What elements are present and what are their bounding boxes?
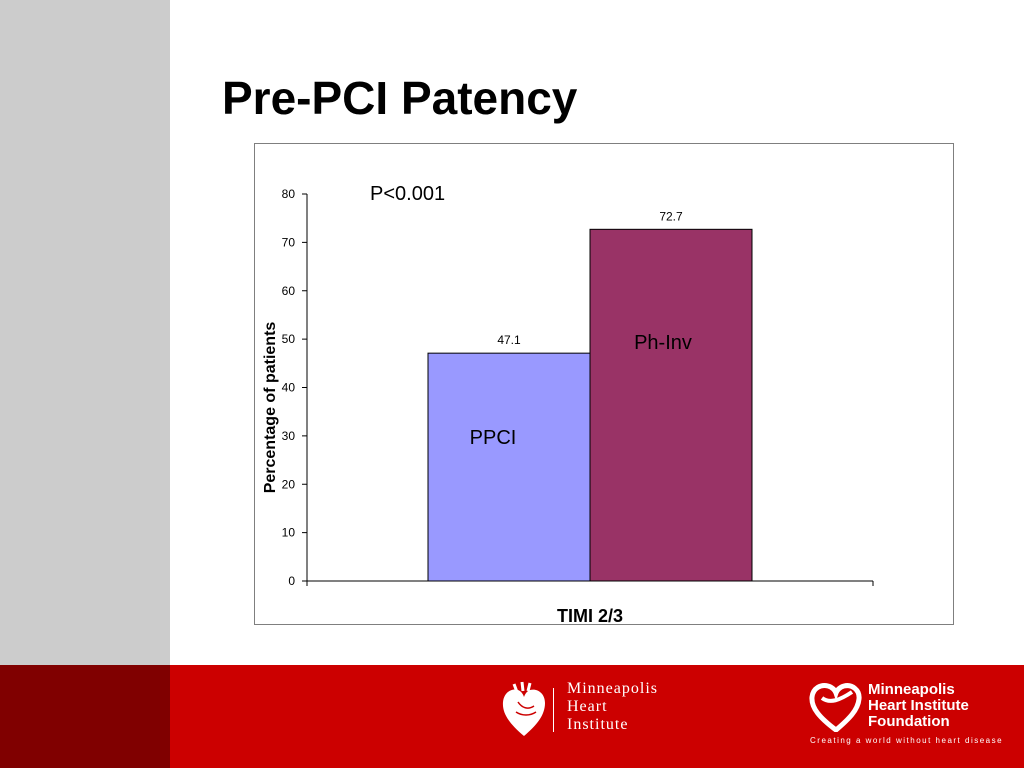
y-tick-label: 10 [282, 526, 296, 540]
data-label: 72.7 [659, 209, 683, 223]
mhi-logo-line: Heart [567, 698, 608, 715]
left-stripe [0, 0, 170, 665]
y-tick-label: 50 [282, 332, 296, 346]
y-tick-label: 60 [282, 284, 296, 298]
series-label-phinv: Ph-Inv [634, 332, 692, 354]
mhif-tagline: Creating a world without heart disease [810, 736, 1004, 745]
y-axis-label: Percentage of patients [262, 322, 279, 494]
mhif-logo: Minneapolis Heart Institute Foundation C… [806, 678, 1016, 750]
heart-ribbon-icon [809, 683, 862, 732]
footer-dark-block [0, 665, 170, 768]
mhi-logo: Minneapolis Heart Institute [500, 680, 710, 740]
bar-ph-inv [589, 228, 753, 582]
chart-frame: 0 10 20 30 40 50 60 70 80 47.1 72.7 PPCI Ph-Inv P<0.0… [254, 143, 954, 626]
y-tick-label: 0 [288, 574, 295, 588]
series-label-ppci: PPCI [470, 427, 517, 449]
mhif-logo-text: Minneapolis Heart Institute Foundation [868, 682, 969, 730]
x-axis-label: TIMI 2/3 [557, 606, 623, 626]
slide-title: Pre-PCI Patency [222, 72, 578, 124]
y-tick-label: 70 [282, 235, 296, 249]
data-label: 47.1 [497, 333, 521, 347]
y-tick-label: 20 [282, 477, 296, 491]
bar-ppci [427, 352, 591, 582]
heart-icon [502, 681, 545, 736]
mhif-logo-line: Heart Institute [868, 697, 969, 714]
mhif-logo-line: Foundation [868, 713, 950, 730]
y-tick-label: 40 [282, 381, 296, 395]
mhif-logo-line: Minneapolis [868, 681, 955, 698]
bar-chart: 0 10 20 30 40 50 60 70 80 47.1 72.7 PPCI Ph-Inv P<0.0… [262, 183, 874, 626]
footer-bar [170, 665, 1024, 768]
mhi-logo-text: Minneapolis Heart Institute [567, 680, 658, 734]
y-tick-label: 30 [282, 429, 296, 443]
logo-divider [553, 688, 554, 732]
mhi-logo-line: Institute [567, 716, 629, 733]
y-tick-label: 80 [282, 187, 296, 201]
mhi-logo-line: Minneapolis [567, 680, 658, 697]
p-value-annotation: P<0.001 [370, 183, 445, 205]
